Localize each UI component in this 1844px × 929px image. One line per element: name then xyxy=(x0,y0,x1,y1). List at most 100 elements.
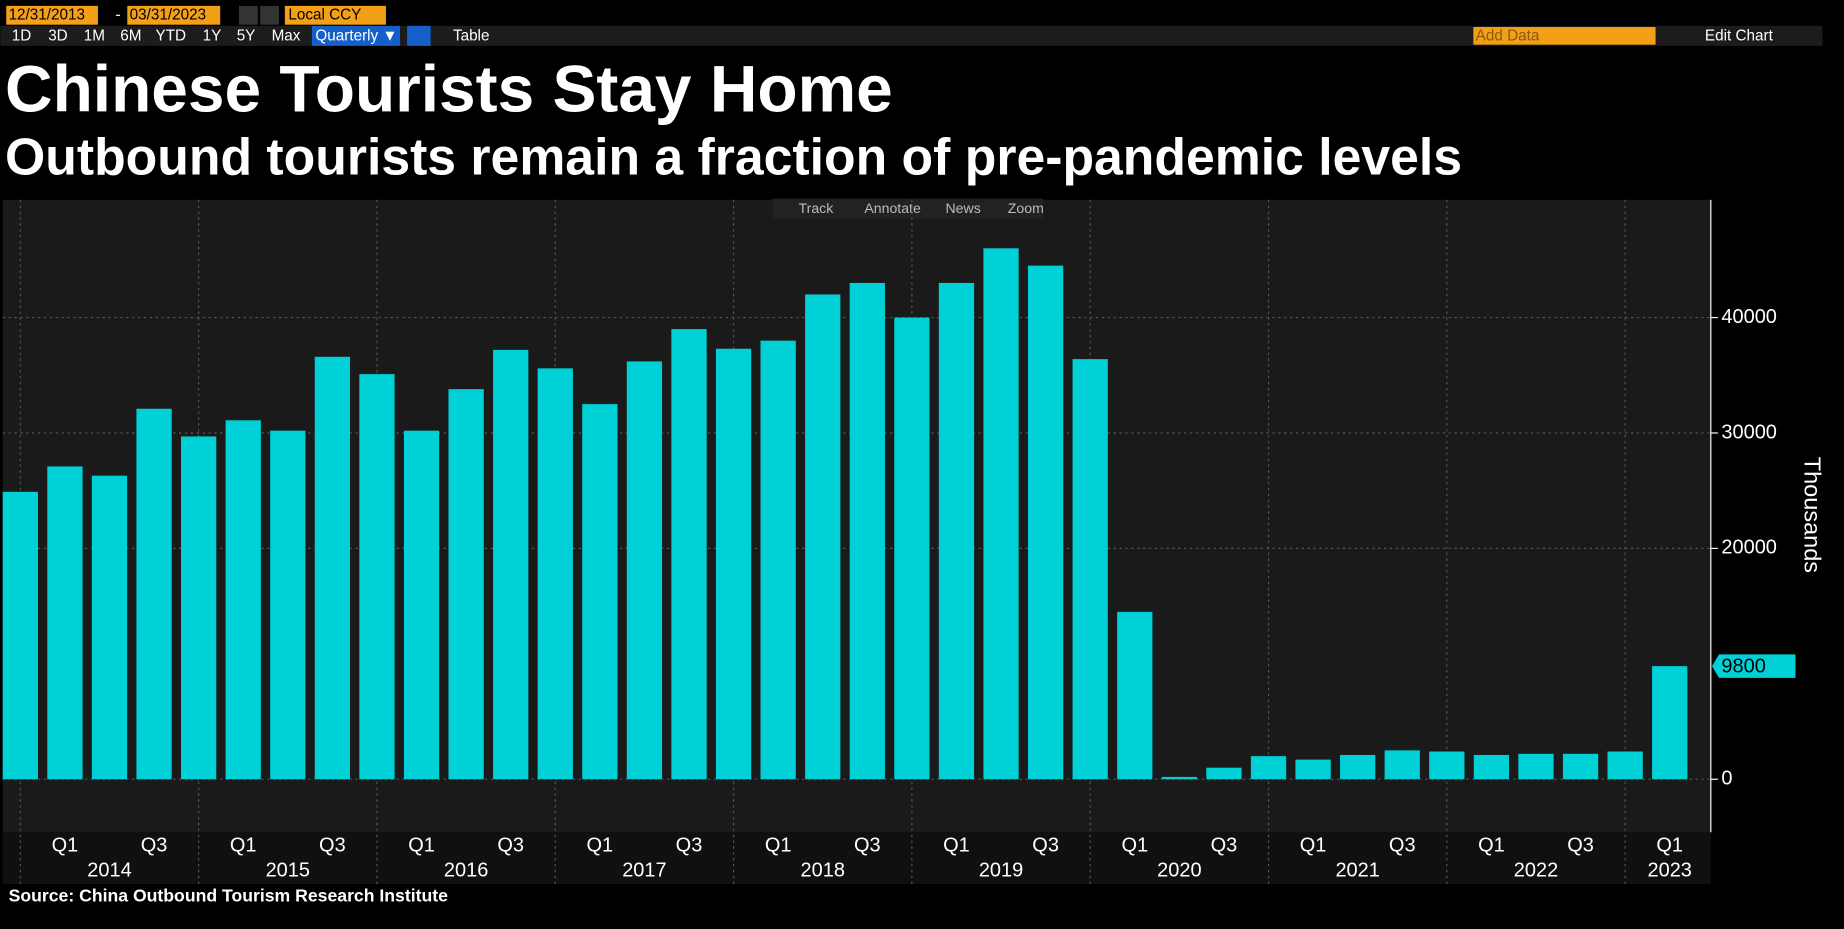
bar xyxy=(181,436,217,780)
y-axis-label: Thousands xyxy=(1800,457,1826,573)
frequency-box[interactable] xyxy=(311,25,401,46)
bar xyxy=(938,282,975,780)
x-tick-label: Q3 xyxy=(1389,835,1416,857)
range-button[interactable]: 1D xyxy=(12,27,32,44)
bar xyxy=(314,356,351,780)
bar xyxy=(91,475,128,780)
x-tick-label: Q3 xyxy=(1211,835,1238,857)
bar xyxy=(493,349,529,780)
start-date[interactable]: 12/31/2013 xyxy=(9,6,85,23)
bar xyxy=(1117,611,1153,780)
bar xyxy=(136,408,172,780)
table-button[interactable]: Table xyxy=(453,27,490,44)
bar xyxy=(537,368,573,780)
bar xyxy=(715,348,752,780)
x-tick-label: Q1 xyxy=(1656,835,1683,857)
year-label: 2023 xyxy=(1647,859,1691,881)
bar xyxy=(1429,751,1465,780)
bar xyxy=(805,294,841,780)
x-tick-label: Q1 xyxy=(408,835,435,857)
chart-tool[interactable]: Zoom xyxy=(1008,200,1044,216)
range-button[interactable]: 3D xyxy=(48,27,68,44)
bar xyxy=(225,420,261,780)
last-value-label: 9800 xyxy=(1721,656,1765,678)
currency-box[interactable] xyxy=(284,5,386,25)
y-tick-label: 30000 xyxy=(1721,421,1777,443)
x-tick-label: Q1 xyxy=(52,835,79,857)
bar xyxy=(1295,759,1331,780)
x-tick-label: Q1 xyxy=(587,835,614,857)
bar xyxy=(894,317,930,780)
chart-tool[interactable]: Track xyxy=(799,200,835,216)
x-tick-label: Q3 xyxy=(854,835,881,857)
bar xyxy=(582,404,618,780)
range-button[interactable]: 6M xyxy=(120,27,141,44)
range-button[interactable]: 1Y xyxy=(203,27,222,44)
end-date[interactable]: 03/31/2023 xyxy=(130,6,206,23)
year-label: 2018 xyxy=(801,859,845,881)
last-value-badge xyxy=(1711,654,1796,678)
x-tick-label: Q3 xyxy=(319,835,346,857)
bar xyxy=(403,430,440,780)
bar xyxy=(1607,751,1643,780)
currency[interactable]: Local CCY xyxy=(288,6,361,23)
toolbar-row xyxy=(0,25,1823,46)
date-box[interactable] xyxy=(6,5,98,25)
bar xyxy=(448,389,484,780)
range-button[interactable]: Max xyxy=(272,27,301,44)
bar xyxy=(1250,756,1287,780)
bar xyxy=(983,248,1019,780)
chart-tools xyxy=(772,198,1044,219)
year-label: 2016 xyxy=(444,859,488,881)
range-button[interactable]: YTD xyxy=(156,27,187,44)
year-label: 2021 xyxy=(1335,859,1379,881)
year-label: 2014 xyxy=(87,859,131,881)
prev-button[interactable] xyxy=(238,5,258,25)
bar xyxy=(1518,753,1554,780)
next-button[interactable] xyxy=(260,5,279,25)
chart-subtitle: Outbound tourists remain a fraction of p… xyxy=(5,128,1462,186)
range-button[interactable]: 1M xyxy=(84,27,105,44)
bar xyxy=(1473,754,1510,780)
x-tick-label: Q1 xyxy=(943,835,970,857)
chart-tool[interactable]: Annotate xyxy=(864,200,921,216)
x-tick-label: Q3 xyxy=(1567,835,1594,857)
year-label: 2015 xyxy=(266,859,310,881)
bar xyxy=(1072,359,1108,780)
add-data[interactable]: Add Data xyxy=(1476,27,1540,44)
chart-title: Chinese Tourists Stay Home xyxy=(5,51,893,125)
year-label: 2020 xyxy=(1157,859,1201,881)
edit-chart[interactable]: Edit Chart xyxy=(1705,27,1774,44)
x-tick-label: Q1 xyxy=(1478,835,1505,857)
year-label: 2022 xyxy=(1514,859,1558,881)
date-box[interactable] xyxy=(127,5,221,25)
x-tick-label: Q3 xyxy=(141,835,168,857)
bar xyxy=(671,329,707,780)
bar xyxy=(626,361,663,780)
range-button[interactable]: 5Y xyxy=(237,27,256,44)
bar xyxy=(1206,767,1242,780)
date-separator: - xyxy=(116,6,121,23)
y-tick-label: 20000 xyxy=(1721,537,1777,559)
x-tick-label: Q1 xyxy=(1121,835,1148,857)
year-label: 2017 xyxy=(622,859,666,881)
bar xyxy=(1161,776,1197,780)
x-tick-label: Q1 xyxy=(1300,835,1327,857)
x-tick-label: Q3 xyxy=(497,835,524,857)
bar xyxy=(270,430,306,780)
x-tick-label: Q3 xyxy=(1032,835,1059,857)
bar xyxy=(1562,753,1599,780)
chart-tool[interactable]: News xyxy=(946,200,981,216)
x-tick-label: Q3 xyxy=(676,835,703,857)
frequency[interactable]: Quarterly ▼ xyxy=(315,27,397,44)
chart-type-button[interactable] xyxy=(407,25,431,46)
bar xyxy=(47,466,83,780)
bar xyxy=(1652,666,1688,780)
x-tick-label: Q1 xyxy=(765,835,792,857)
y-tick-label: 40000 xyxy=(1721,306,1777,328)
bar xyxy=(1027,265,1064,780)
bar xyxy=(2,491,38,780)
year-label: 2019 xyxy=(979,859,1023,881)
add-data-box[interactable] xyxy=(1473,27,1656,45)
